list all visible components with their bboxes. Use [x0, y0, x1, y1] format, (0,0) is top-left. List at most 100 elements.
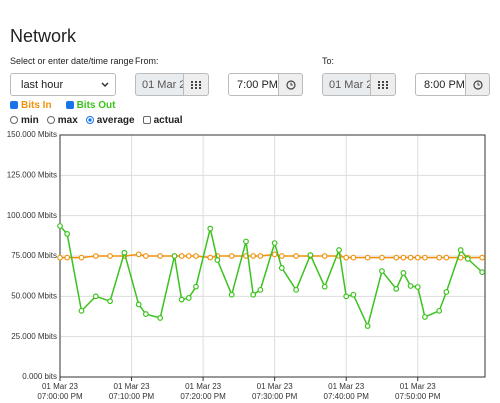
- from-time[interactable]: 7:00 PM: [228, 73, 279, 96]
- data-point: [271, 240, 278, 246]
- to-calendar-button[interactable]: [370, 73, 396, 96]
- y-tick-label: 100.000 Mbits: [7, 211, 57, 220]
- checkbox: [10, 101, 18, 110]
- data-point: [243, 238, 249, 245]
- x-tick-label: 07:00:00 PM: [37, 392, 83, 401]
- from-clock-button[interactable]: [278, 73, 303, 96]
- to-clock-button[interactable]: [465, 73, 490, 96]
- data-point: [271, 251, 278, 258]
- x-tick-date: 01 Mar 23: [328, 382, 365, 391]
- radio: [85, 116, 94, 125]
- x-tick-date: 01 Mar 23: [114, 382, 151, 391]
- data-point: [157, 315, 164, 321]
- y-tick-label: 125.000 Mbits: [7, 170, 57, 179]
- x-tick-label: 07:30:00 PM: [252, 392, 298, 401]
- data-point: [185, 295, 192, 301]
- radio: [10, 116, 18, 125]
- radio-label: min: [21, 115, 39, 126]
- range-select[interactable]: last hour: [10, 73, 116, 96]
- data-point: [107, 298, 113, 305]
- from-calendar-button[interactable]: [183, 73, 209, 96]
- data-point: [307, 252, 314, 258]
- data-point: [421, 254, 428, 261]
- data-point: [293, 286, 300, 293]
- data-point: [178, 253, 185, 259]
- data-point: [257, 253, 264, 259]
- from-label: From:: [135, 56, 159, 66]
- data-point: [400, 254, 407, 261]
- x-tick-date: 01 Mar 23: [400, 382, 437, 391]
- data-point: [185, 253, 192, 259]
- data-point: [343, 293, 350, 300]
- data-point: [393, 286, 400, 292]
- data-point: [228, 291, 235, 298]
- data-point: [464, 256, 471, 262]
- data-point: [457, 247, 464, 253]
- data-point: [157, 253, 164, 259]
- radio-option[interactable]: max: [46, 115, 78, 126]
- page-title: Network: [10, 26, 77, 46]
- data-point: [171, 253, 178, 259]
- data-point: [379, 254, 385, 261]
- x-tick-date: 01 Mar 23: [257, 382, 294, 391]
- data-point: [414, 254, 421, 261]
- series-toggle[interactable]: Bits In: [10, 100, 52, 111]
- range-select-value: last hour: [21, 78, 64, 91]
- to-time-value: 8:00 PM: [424, 78, 465, 91]
- y-tick-label: 150.000 Mbits: [7, 130, 57, 139]
- data-point: [207, 225, 214, 232]
- actual-toggle[interactable]: actual: [142, 115, 183, 126]
- data-point: [178, 296, 185, 303]
- data-point: [57, 254, 63, 261]
- data-point: [92, 253, 99, 259]
- legend: Bits In Bits Out: [10, 100, 129, 111]
- data-point: [479, 254, 486, 261]
- data-point: [78, 254, 85, 261]
- series-toggle[interactable]: Bits Out: [65, 100, 116, 111]
- x-tick-label: 07:20:00 PM: [180, 392, 226, 401]
- radio-label: max: [57, 115, 78, 126]
- data-point: [250, 253, 257, 259]
- to-date[interactable]: 01 Mar 2: [322, 73, 371, 96]
- data-point: [400, 270, 407, 276]
- to-time[interactable]: 8:00 PM: [415, 73, 466, 96]
- x-tick-label: 07:40:00 PM: [324, 392, 370, 401]
- data-point: [436, 254, 443, 261]
- data-point: [142, 253, 149, 259]
- data-point: [364, 254, 371, 261]
- data-point: [228, 253, 235, 259]
- y-tick-label: 0.000 bits: [22, 372, 57, 381]
- from-date[interactable]: 01 Mar 2: [135, 73, 184, 96]
- data-point: [214, 257, 221, 263]
- x-tick-date: 01 Mar 23: [185, 382, 222, 391]
- to-date-value: 01 Mar 2: [329, 78, 371, 91]
- data-point: [121, 249, 128, 256]
- data-point: [193, 283, 199, 290]
- data-point: [443, 289, 450, 295]
- data-point: [364, 323, 371, 329]
- range-label: Select or enter date/time range: [10, 56, 134, 66]
- from-time-value: 7:00 PM: [237, 78, 278, 91]
- data-point: [293, 253, 300, 259]
- calendar-icon: [191, 80, 201, 89]
- data-point: [250, 291, 257, 298]
- data-point: [336, 247, 342, 253]
- x-tick-label: 07:50:00 PM: [395, 392, 441, 401]
- data-point: [57, 223, 63, 229]
- data-point: [78, 307, 85, 314]
- radio-option[interactable]: min: [10, 115, 39, 126]
- data-point: [64, 230, 71, 237]
- data-point: [407, 283, 414, 289]
- chevron: [101, 82, 109, 88]
- checkbox: [65, 101, 74, 110]
- radio-option[interactable]: average: [85, 115, 135, 126]
- data-point: [443, 254, 450, 261]
- actual-label: actual: [153, 115, 183, 126]
- legend-label: Bits Out: [76, 100, 116, 111]
- aggregation: min max average actual: [10, 115, 183, 126]
- data-point: [436, 307, 443, 314]
- radio-label: average: [96, 115, 135, 126]
- clock-icon: [472, 79, 483, 90]
- data-point: [393, 254, 400, 261]
